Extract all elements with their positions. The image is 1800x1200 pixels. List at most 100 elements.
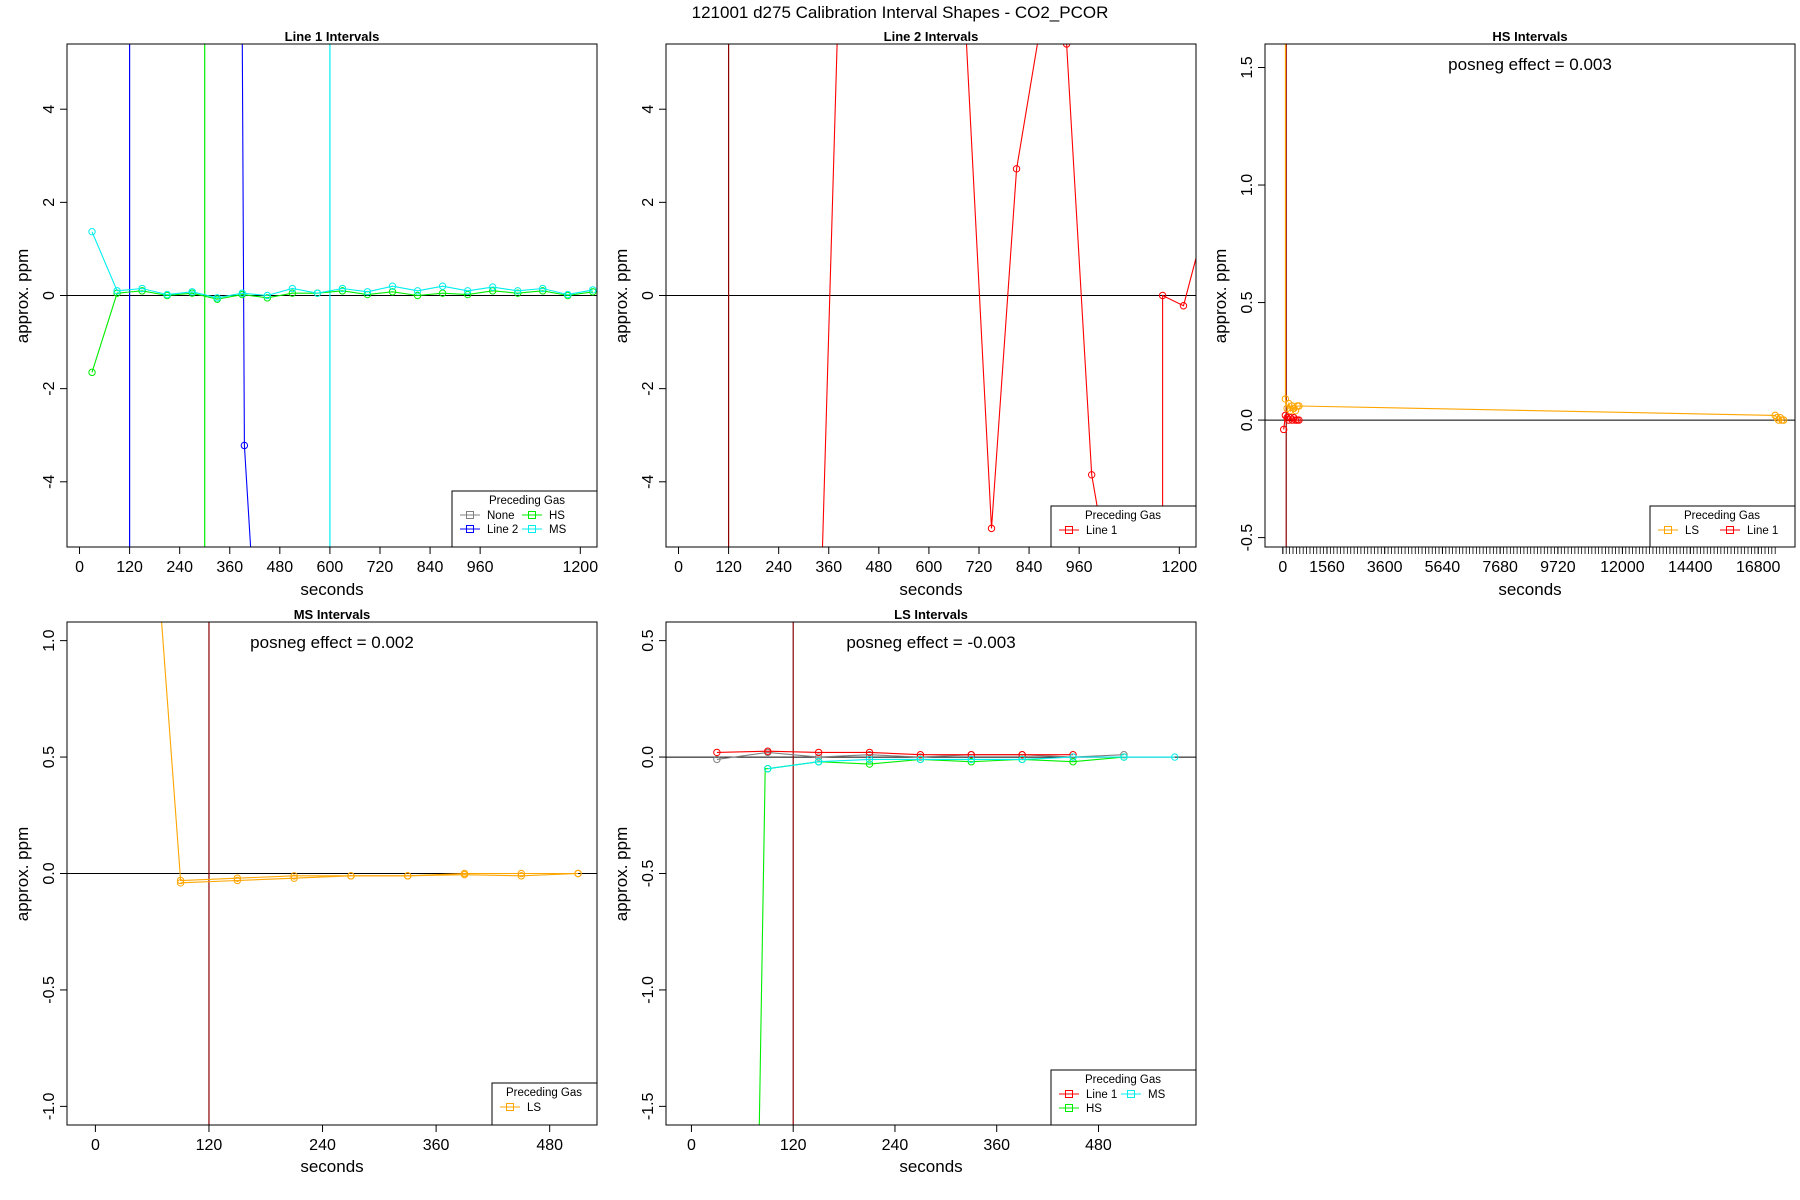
x-tick-label: 480 [536, 1137, 563, 1154]
y-tick-label: 0.0 [1239, 409, 1256, 431]
data-point [1295, 416, 1303, 424]
y-tick-label: 2 [640, 198, 657, 207]
data-point [138, 287, 146, 295]
data-point [1018, 755, 1026, 764]
x-tick-label: 120 [116, 559, 143, 576]
data-point [1012, 165, 1021, 173]
x-tick-label: 480 [865, 559, 892, 576]
x-tick-label: 600 [317, 559, 344, 576]
legend-swatch-marker [1127, 1090, 1135, 1098]
plot-frame [1264, 43, 1796, 548]
data-point [213, 294, 221, 302]
data-point [488, 283, 497, 291]
plot-frame [665, 621, 1197, 1126]
data-point [1120, 751, 1128, 759]
data-point [865, 748, 874, 757]
data-point [263, 291, 272, 300]
data-point [1069, 753, 1077, 761]
data-point [589, 286, 597, 294]
data-point [713, 755, 721, 764]
data-point [764, 747, 772, 755]
x-tick-label: 0 [687, 1137, 696, 1154]
data-point [438, 282, 447, 290]
x-tick-label: 360 [216, 559, 243, 576]
data-point [1069, 751, 1077, 759]
data-point [290, 872, 298, 880]
legend-swatch-marker [528, 525, 536, 533]
data-point [574, 869, 582, 878]
x-tick-label: 840 [1016, 559, 1043, 576]
series-line-ms [91, 231, 593, 299]
data-point [865, 755, 874, 764]
data-point [713, 748, 721, 757]
x-tick-label: 0 [1278, 559, 1287, 576]
data-point [1179, 302, 1188, 310]
figure-title: 121001 d275 Calibration Interval Shapes … [692, 3, 1109, 22]
series-line-ls [180, 872, 579, 884]
x-axis-label: seconds [300, 1157, 363, 1176]
legend-label: Line 1 [1747, 525, 1778, 537]
y-tick-label: -0.5 [640, 860, 657, 888]
data-point [967, 755, 975, 764]
data-point [113, 287, 121, 295]
plot-area [1265, 44, 1795, 547]
legend-label: LS [527, 1102, 541, 1114]
series-line-ls [161, 622, 579, 882]
x-tick-label: 120 [715, 559, 742, 576]
legend-label: Line 1 [1086, 1089, 1117, 1101]
data-point [263, 294, 272, 302]
series-line-hs [91, 290, 593, 373]
data-point [363, 288, 372, 296]
legend-swatch-marker [1664, 526, 1672, 534]
data-point [88, 227, 96, 236]
posneg-annotation: posneg effect = 0.003 [1448, 55, 1612, 74]
x-axis-label: seconds [899, 1157, 962, 1176]
data-point [967, 751, 975, 759]
legend-label: HS [1086, 1103, 1102, 1115]
x-tick-label: 14400 [1668, 559, 1713, 576]
data-point [288, 284, 297, 293]
x-tick-label: 7680 [1482, 559, 1518, 576]
x-tick-label: 360 [423, 1137, 450, 1154]
y-tick-label: -4 [640, 475, 657, 489]
series-line-none [716, 751, 1124, 760]
y-tick-label: 1.0 [41, 629, 58, 651]
x-tick-label: 240 [166, 559, 193, 576]
x-tick-label: 1200 [563, 559, 599, 576]
x-tick-label: 9720 [1540, 559, 1576, 576]
legend-label: HS [549, 510, 565, 522]
y-tick-label: -4 [41, 475, 58, 489]
y-tick-label: -0.5 [41, 976, 58, 1004]
legend-label: Line 2 [487, 524, 518, 536]
data-point [916, 755, 925, 764]
data-point [290, 874, 298, 882]
data-point [438, 289, 447, 297]
legend-title: Preceding Gas [506, 1087, 582, 1099]
x-tick-label: 240 [309, 1137, 336, 1154]
legend-box [1050, 1069, 1197, 1126]
y-tick-label: -0.5 [1239, 524, 1256, 552]
x-tick-label: 600 [916, 559, 943, 576]
data-point [1087, 471, 1096, 479]
x-tick-label: 12000 [1600, 559, 1645, 576]
x-tick-label: 16800 [1736, 559, 1781, 576]
series-line-line-1 [716, 750, 1073, 756]
data-point [1120, 753, 1128, 761]
data-point [539, 284, 547, 293]
data-point [517, 869, 525, 878]
x-tick-label: 1200 [1162, 559, 1198, 576]
legend-box [1649, 505, 1796, 548]
data-point [865, 760, 874, 768]
data-point [1069, 758, 1077, 766]
x-tick-label: 240 [765, 559, 792, 576]
data-point [539, 287, 547, 295]
series-line-line-2 [241, 44, 252, 547]
legend-title: Preceding Gas [489, 495, 565, 507]
x-tick-label: 0 [91, 1137, 100, 1154]
data-point [1171, 753, 1179, 761]
x-tick-label: 720 [367, 559, 394, 576]
data-point [1774, 416, 1783, 424]
x-axis-label: seconds [300, 580, 363, 599]
data-point [404, 872, 412, 880]
data-point [1279, 425, 1288, 434]
